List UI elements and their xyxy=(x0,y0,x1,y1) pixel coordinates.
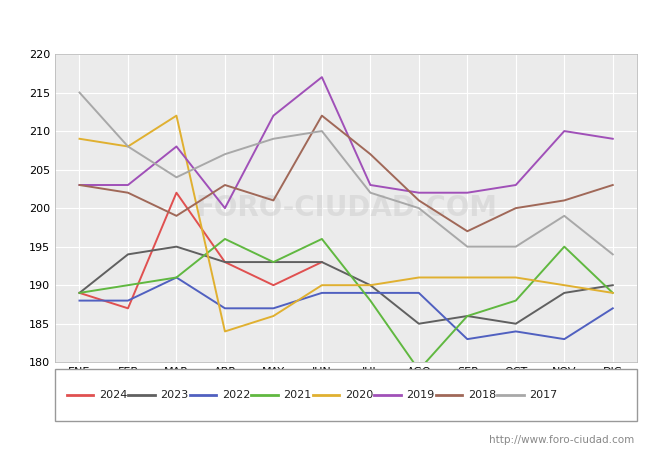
Text: 2017: 2017 xyxy=(529,390,558,400)
Text: 2024: 2024 xyxy=(99,390,127,400)
Text: http://www.foro-ciudad.com: http://www.foro-ciudad.com xyxy=(489,435,634,445)
Text: 2018: 2018 xyxy=(468,390,496,400)
Text: 2021: 2021 xyxy=(283,390,311,400)
Text: 2022: 2022 xyxy=(222,390,250,400)
Text: 2020: 2020 xyxy=(345,390,373,400)
Text: 2023: 2023 xyxy=(161,390,188,400)
Text: 2019: 2019 xyxy=(406,390,435,400)
Text: Afiliados en Pastriz a 31/5/2024: Afiliados en Pastriz a 31/5/2024 xyxy=(183,14,467,33)
Text: FORO-CIUDAD.COM: FORO-CIUDAD.COM xyxy=(195,194,497,222)
